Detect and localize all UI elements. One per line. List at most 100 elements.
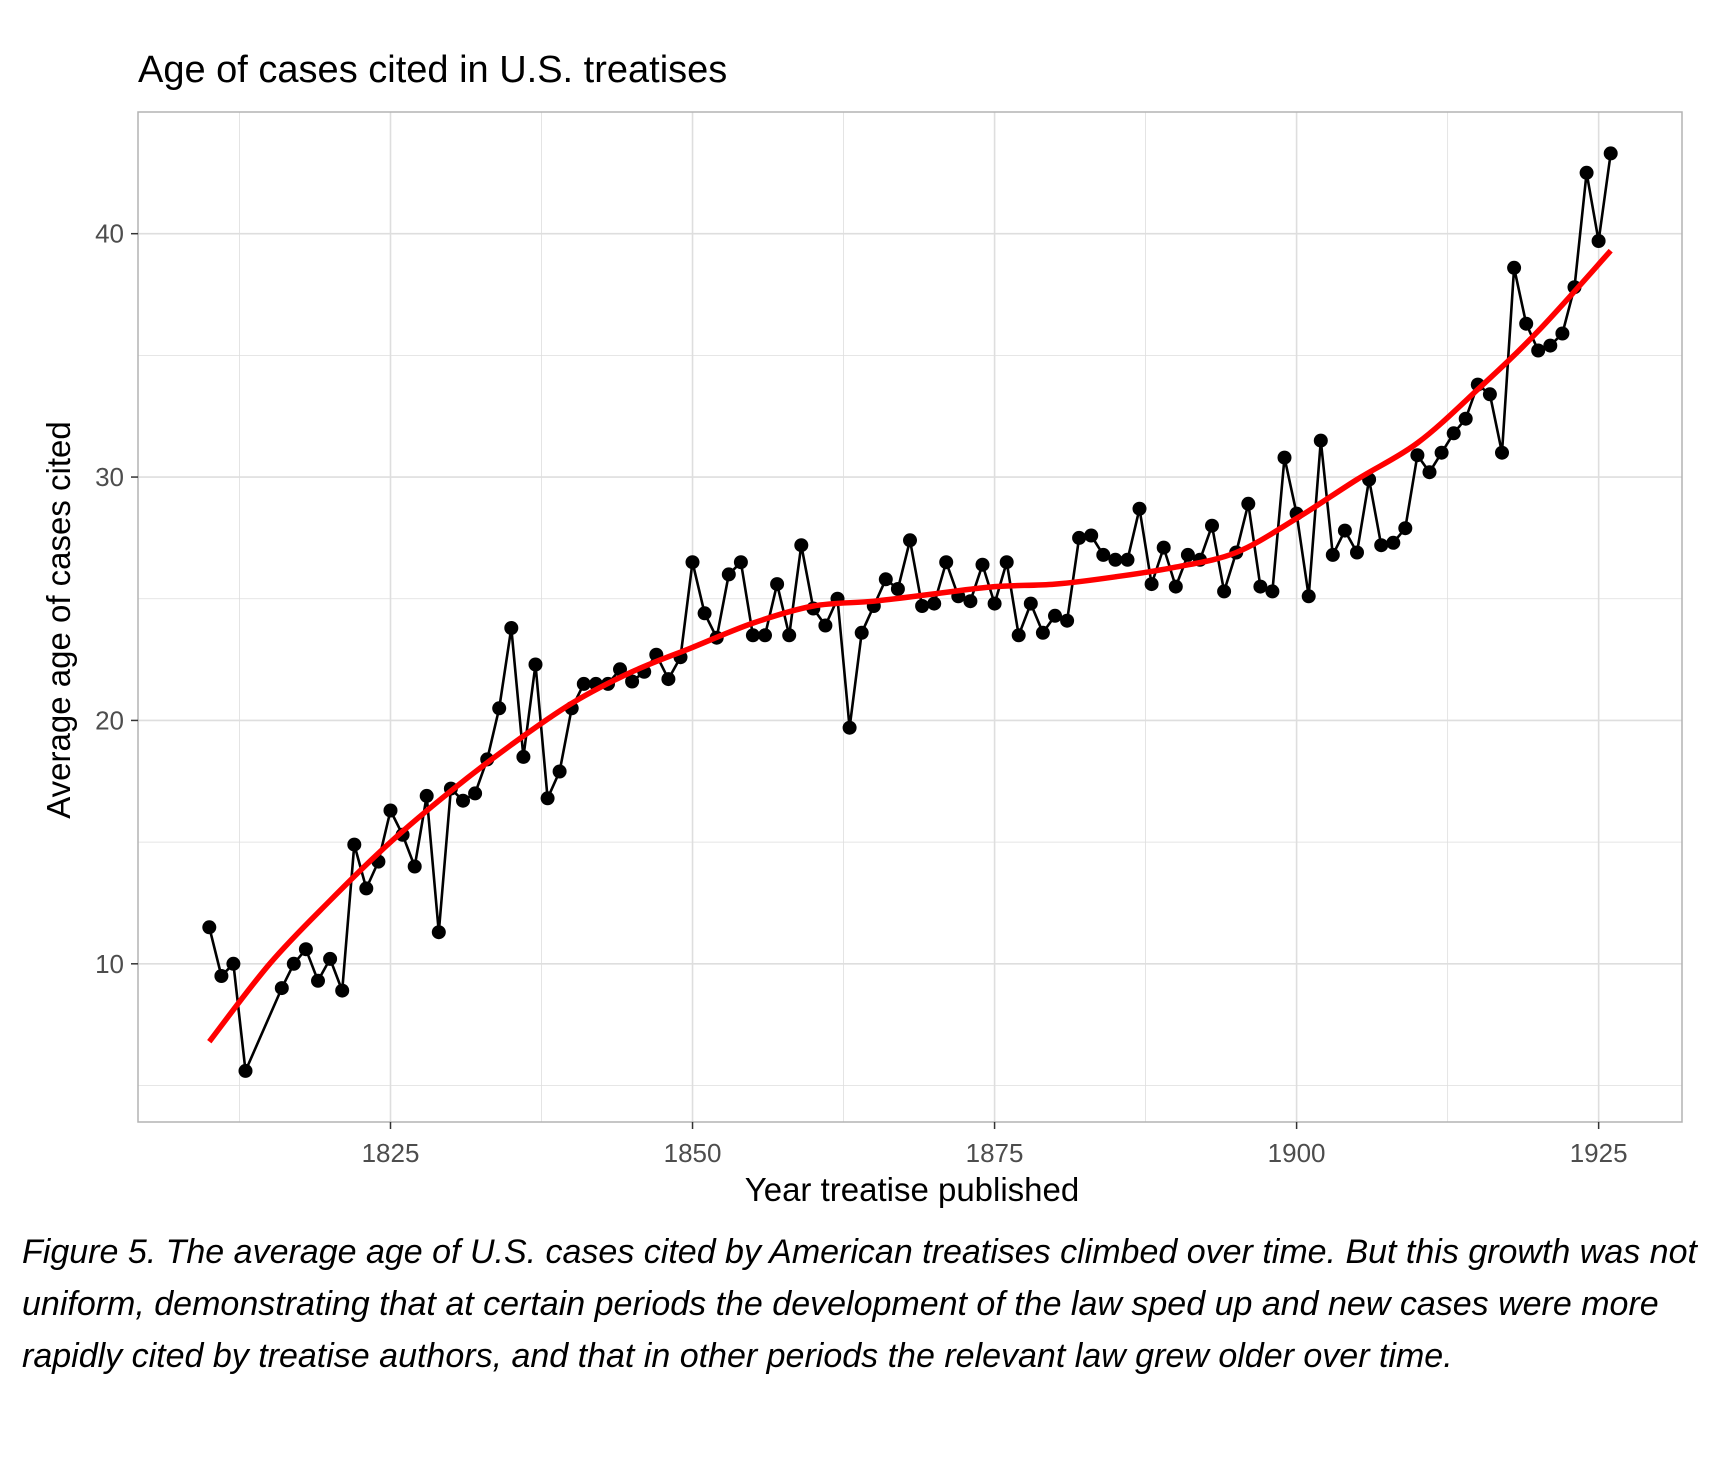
data-point <box>528 657 543 672</box>
y-tick-label: 10 <box>95 949 124 979</box>
figure-caption: Figure 5. The average age of U.S. cases … <box>22 1233 1697 1375</box>
data-point <box>298 942 313 957</box>
data-point <box>999 555 1014 570</box>
data-point <box>927 596 942 611</box>
data-point <box>214 969 229 983</box>
data-point <box>1495 445 1509 460</box>
trend-curve <box>207 248 1613 1044</box>
y-tick-label: 40 <box>95 219 124 249</box>
x-axis-title: Year treatise published <box>745 1171 1080 1208</box>
data-point <box>407 859 422 874</box>
data-point <box>1458 411 1473 426</box>
data-point <box>1241 496 1256 511</box>
data-point <box>359 881 374 896</box>
data-point <box>323 951 338 966</box>
data-point <box>1011 628 1026 643</box>
plot-panel-border <box>137 111 1683 1123</box>
series-layer <box>202 146 1618 1078</box>
data-point <box>661 672 676 687</box>
data-point <box>540 791 555 806</box>
data-point <box>1410 448 1425 463</box>
data-point <box>1555 326 1570 341</box>
data-point <box>1265 584 1280 599</box>
data-point <box>903 533 917 548</box>
data-point <box>1337 523 1352 538</box>
data-point <box>1253 579 1268 594</box>
data-point <box>818 618 833 633</box>
data-point <box>1543 338 1558 353</box>
data-point <box>1374 538 1389 553</box>
data-point <box>782 628 797 643</box>
data-point <box>238 1063 253 1078</box>
data-point <box>383 803 398 818</box>
data-point <box>1531 343 1546 358</box>
data-point <box>1156 540 1171 555</box>
data-point <box>492 701 507 716</box>
data-point <box>431 925 446 940</box>
data-point <box>202 920 217 935</box>
data-point <box>1603 146 1618 161</box>
data-point <box>1446 426 1461 441</box>
data-point <box>745 628 760 643</box>
data-point <box>347 837 362 852</box>
data-point <box>468 786 483 801</box>
data-point <box>1072 530 1087 545</box>
data-point <box>770 577 785 592</box>
x-tick-label: 1900 <box>1268 1138 1326 1168</box>
observed-series-line <box>208 153 1612 1073</box>
data-point <box>1144 577 1159 592</box>
data-point <box>1482 387 1497 402</box>
data-point <box>335 983 350 998</box>
data-point <box>1035 625 1050 640</box>
data-point <box>1108 552 1123 567</box>
data-point <box>1422 465 1437 480</box>
data-point <box>878 572 893 587</box>
data-point <box>552 764 567 779</box>
data-point <box>1217 584 1232 599</box>
grid-minor <box>138 111 1682 1122</box>
data-point <box>1023 596 1038 611</box>
data-point <box>963 594 978 609</box>
data-point <box>311 973 325 988</box>
data-point <box>1060 613 1075 628</box>
data-point <box>794 538 809 553</box>
data-point <box>1434 445 1449 460</box>
data-point <box>697 606 712 621</box>
data-point <box>685 555 700 570</box>
data-point <box>419 788 434 803</box>
data-point <box>456 793 470 808</box>
data-point <box>1350 545 1364 560</box>
data-point <box>1519 316 1534 331</box>
data-point <box>854 625 869 640</box>
x-tick-label: 1850 <box>664 1138 722 1168</box>
data-point <box>1325 547 1340 562</box>
data-point <box>516 749 531 764</box>
data-point <box>939 555 954 570</box>
data-point <box>975 557 990 572</box>
data-point <box>1313 433 1328 448</box>
data-point <box>1591 234 1606 248</box>
data-point <box>1132 501 1147 516</box>
data-point <box>1386 535 1401 550</box>
data-point <box>721 567 736 582</box>
data-point <box>1301 589 1316 604</box>
data-point <box>1096 547 1111 562</box>
y-axis: 10 20 30 40 <box>95 219 138 979</box>
data-point <box>274 981 289 996</box>
data-point <box>504 621 519 635</box>
data-point <box>890 582 905 596</box>
data-point <box>226 956 241 971</box>
y-tick-label: 20 <box>95 705 124 735</box>
data-point <box>576 676 591 691</box>
x-tick-label: 1925 <box>1570 1138 1628 1168</box>
data-point <box>1205 518 1219 533</box>
data-point <box>625 674 640 689</box>
grid-major <box>138 112 1682 1122</box>
data-point <box>842 720 857 735</box>
chart-title: Age of cases cited in U.S. treatises <box>138 49 727 91</box>
data-point <box>1168 579 1183 594</box>
data-point <box>286 956 301 971</box>
data-point <box>1277 450 1292 465</box>
data-point <box>1507 260 1522 275</box>
data-point <box>1120 552 1135 567</box>
